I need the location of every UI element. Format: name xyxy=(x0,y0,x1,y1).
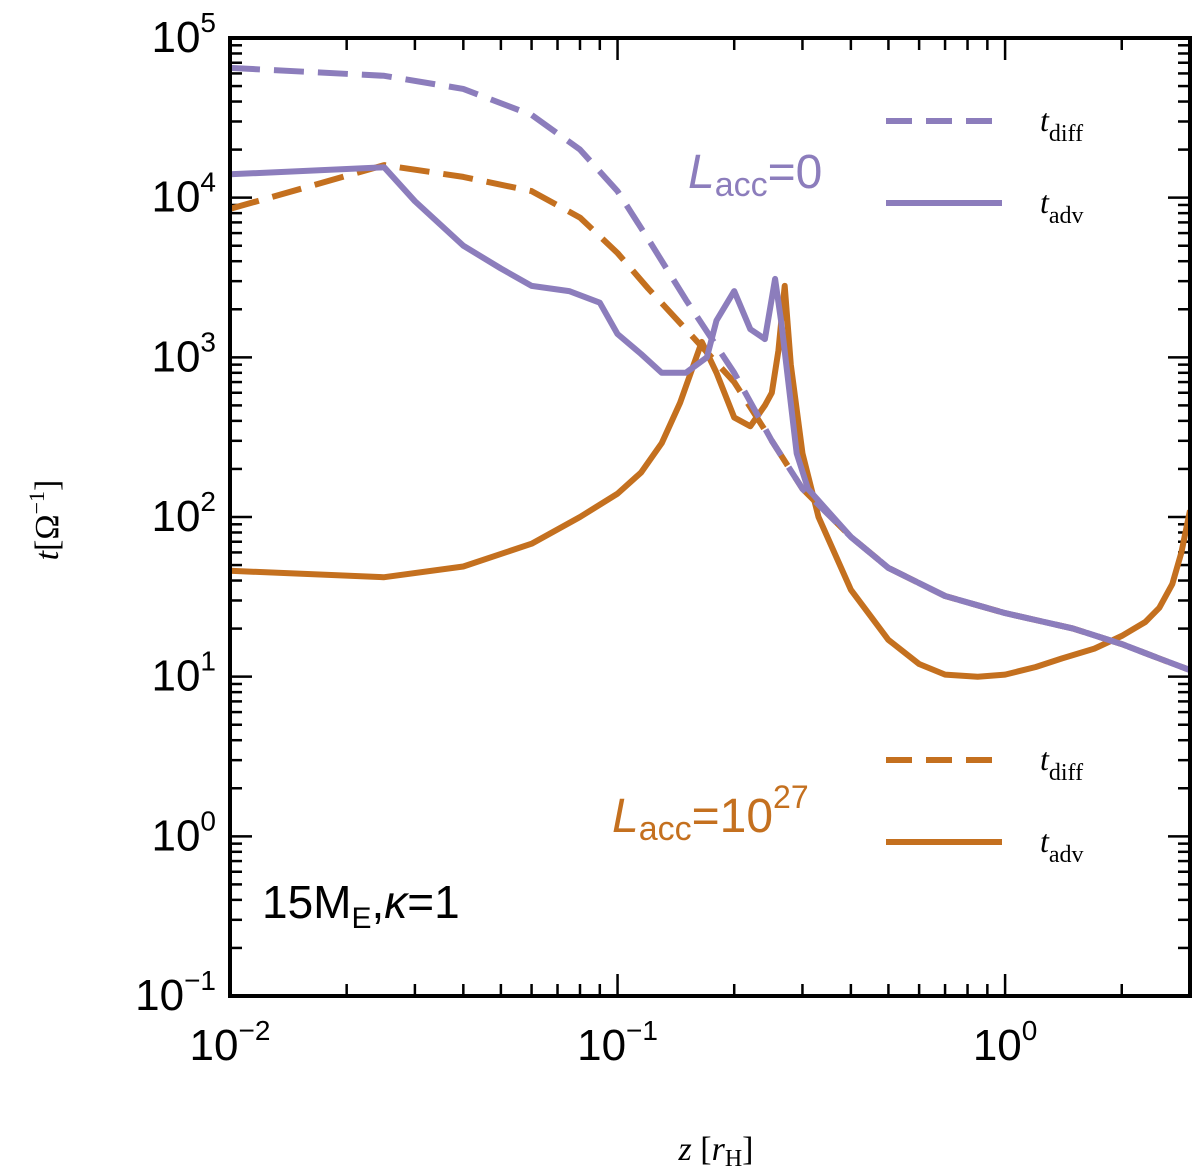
series-layer xyxy=(230,64,1190,680)
x-tick-label: 10−1 xyxy=(577,1015,658,1070)
legend-top: tdiff tadv xyxy=(886,102,1084,229)
annotation-lacc-1e27: Lacc=1027 xyxy=(612,779,809,848)
legend-bottom-adv-label: tadv xyxy=(1040,823,1084,868)
series-tdiff-lacc1e27 xyxy=(230,162,1190,673)
y-tick-label: 10−1 xyxy=(135,965,216,1020)
plot-frame xyxy=(228,36,1192,998)
series-tadv-lacc1e27 xyxy=(230,282,1190,680)
y-axis-label: t[Ω−1] xyxy=(24,480,66,561)
annotation-mass-kappa: 15ME,κ=1 xyxy=(262,876,460,935)
legend-top-adv-label: tadv xyxy=(1040,184,1084,229)
annotation-lacc-zero: Lacc=0 xyxy=(688,146,822,204)
y-tick-label: 105 xyxy=(151,7,216,62)
legend-bottom: tdiff tadv xyxy=(886,741,1084,868)
y-tick-label: 101 xyxy=(151,646,216,701)
legend-bottom-diff-label: tdiff xyxy=(1040,741,1083,786)
x-axis-label: z [rH] xyxy=(678,1131,754,1172)
y-tick-label: 100 xyxy=(151,805,216,860)
series-tadv-lacc0 xyxy=(230,164,1190,673)
y-tick-label: 103 xyxy=(151,326,216,381)
series-tdiff-lacc0 xyxy=(230,64,1190,673)
y-tick-label: 104 xyxy=(151,167,216,222)
x-tick-label: 100 xyxy=(973,1015,1038,1070)
x-tick-label: 10−2 xyxy=(190,1015,271,1070)
y-tick-label: 102 xyxy=(151,486,216,541)
legend-top-diff-label: tdiff xyxy=(1040,102,1083,147)
